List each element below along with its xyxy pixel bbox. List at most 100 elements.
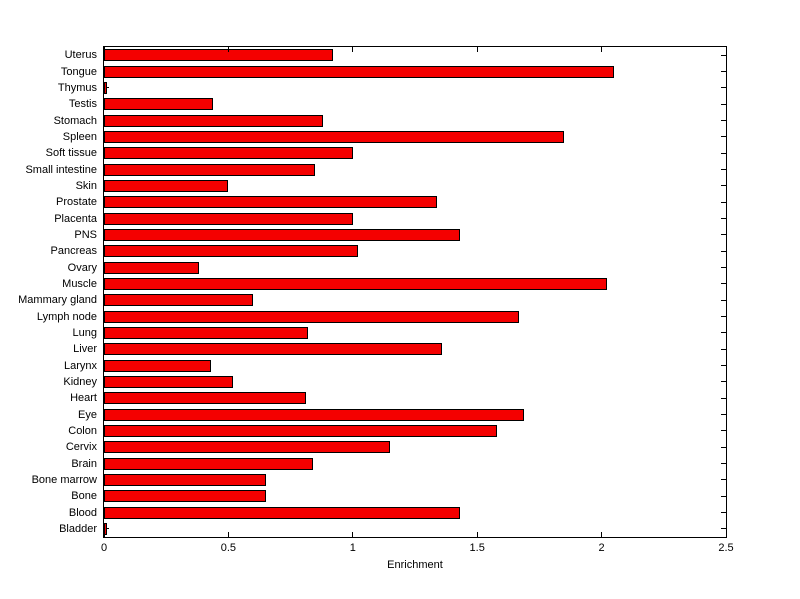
- x-tick-bottom-2.5: [725, 532, 727, 537]
- y-tick-right-placenta: [721, 218, 726, 219]
- y-tick-label-bone-marrow: Bone marrow: [31, 473, 97, 486]
- y-tick-label-cervix: Cervix: [65, 441, 97, 454]
- bar-mammary-gland: [104, 294, 254, 307]
- bar-kidney: [104, 375, 234, 388]
- bar-skin: [104, 179, 229, 192]
- bar-bone-marrow: [104, 473, 266, 486]
- y-tick-right-skin: [721, 185, 726, 187]
- x-tick-bottom-1.5: [476, 532, 478, 537]
- y-tick-right-eye: [721, 414, 726, 415]
- x-tick-label-2.5: 2.5: [718, 542, 734, 554]
- x-tick-top-2: [601, 47, 603, 52]
- bar-blood: [104, 506, 460, 519]
- x-tick-bottom-0.5: [227, 532, 229, 537]
- x-tick-bottom-2: [601, 532, 603, 537]
- x-tick-top-2.5: [725, 47, 727, 52]
- x-tick-label-1: 1: [349, 542, 356, 554]
- y-tick-right-lymph-node: [721, 316, 726, 317]
- y-tick-right-lung: [721, 332, 726, 334]
- bar-pns: [104, 228, 460, 241]
- bar-heart: [104, 392, 306, 405]
- x-tick-top-0.5: [227, 47, 229, 52]
- y-tick-right-small-intestine: [721, 169, 726, 170]
- bar-small-intestine: [104, 163, 316, 176]
- y-tick-right-muscle: [721, 283, 726, 285]
- x-tick-label-0.5: 0.5: [220, 542, 237, 554]
- x-tick-top-1.5: [476, 47, 478, 52]
- bar-bone: [104, 490, 266, 503]
- bar-muscle: [104, 277, 607, 290]
- y-tick-label-spleen: Spleen: [62, 130, 97, 143]
- y-tick-label-lymph-node: Lymph node: [36, 310, 97, 323]
- y-tick-right-larynx: [721, 365, 726, 366]
- y-tick-label-tongue: Tongue: [60, 65, 97, 78]
- y-tick-right-bladder: [721, 528, 726, 530]
- y-tick-label-mammary-gland: Mammary gland: [18, 294, 97, 307]
- y-tick-label-skin: Skin: [75, 179, 97, 192]
- y-tick-right-liver: [721, 348, 726, 350]
- bar-eye: [104, 408, 525, 421]
- x-tick-bottom-1: [352, 532, 354, 537]
- y-tick-label-pancreas: Pancreas: [50, 245, 97, 258]
- y-tick-label-testis: Testis: [68, 98, 97, 111]
- y-tick-label-small-intestine: Small intestine: [25, 163, 97, 176]
- bar-thymus: [104, 81, 107, 94]
- y-tick-label-lung: Lung: [72, 326, 97, 339]
- bar-tongue: [104, 65, 615, 78]
- bar-stomach: [104, 114, 323, 127]
- y-tick-label-larynx: Larynx: [63, 359, 97, 372]
- bar-soft-tissue: [104, 147, 353, 160]
- y-tick-label-bladder: Bladder: [59, 522, 97, 535]
- y-tick-right-stomach: [721, 120, 726, 121]
- y-tick-right-thymus: [721, 87, 726, 89]
- y-tick-right-pns: [721, 234, 726, 236]
- y-tick-label-brain: Brain: [71, 457, 97, 470]
- plot-area: [103, 46, 727, 538]
- y-tick-label-eye: Eye: [78, 408, 97, 421]
- x-axis-title: Enrichment: [387, 559, 443, 571]
- y-tick-right-testis: [721, 103, 726, 105]
- x-tick-label-0: 0: [100, 542, 108, 554]
- y-tick-right-colon: [721, 430, 726, 432]
- y-tick-label-blood: Blood: [68, 506, 97, 519]
- bar-lymph-node: [104, 310, 520, 323]
- x-tick-top-1: [352, 47, 354, 52]
- y-tick-right-bone-marrow: [721, 479, 726, 481]
- bar-liver: [104, 343, 443, 356]
- y-tick-right-uterus: [721, 54, 726, 56]
- y-tick-label-soft-tissue: Soft tissue: [45, 147, 97, 160]
- bar-larynx: [104, 359, 211, 372]
- y-tick-right-soft-tissue: [721, 152, 726, 154]
- y-tick-label-thymus: Thymus: [57, 81, 97, 94]
- bar-testis: [104, 98, 214, 111]
- x-tick-bottom-0: [103, 532, 105, 537]
- y-tick-label-kidney: Kidney: [63, 375, 97, 388]
- y-tick-label-ovary: Ovary: [67, 261, 97, 274]
- y-tick-right-ovary: [721, 267, 726, 268]
- bar-ovary: [104, 261, 199, 274]
- y-tick-label-heart: Heart: [70, 392, 97, 405]
- bar-bladder: [104, 522, 107, 535]
- y-tick-label-stomach: Stomach: [53, 114, 97, 127]
- y-tick-label-placenta: Placenta: [54, 212, 97, 225]
- y-tick-label-prostate: Prostate: [56, 196, 97, 209]
- bar-colon: [104, 424, 498, 437]
- bar-lung: [104, 326, 309, 339]
- y-tick-right-bone: [721, 495, 726, 497]
- y-tick-right-blood: [721, 512, 726, 513]
- y-tick-right-mammary-gland: [721, 299, 726, 301]
- y-tick-label-pns: PNS: [74, 228, 97, 241]
- bar-cervix: [104, 441, 391, 454]
- x-tick-label-2: 2: [598, 542, 605, 554]
- y-tick-label-colon: Colon: [68, 424, 97, 437]
- y-tick-label-bone: Bone: [71, 490, 97, 503]
- y-tick-right-brain: [721, 463, 726, 464]
- y-tick-right-pancreas: [721, 250, 726, 252]
- y-tick-right-spleen: [721, 136, 726, 138]
- bar-pancreas: [104, 245, 358, 258]
- bar-spleen: [104, 130, 565, 143]
- bar-brain: [104, 457, 313, 470]
- y-tick-right-prostate: [721, 201, 726, 203]
- x-tick-top-0: [103, 47, 105, 52]
